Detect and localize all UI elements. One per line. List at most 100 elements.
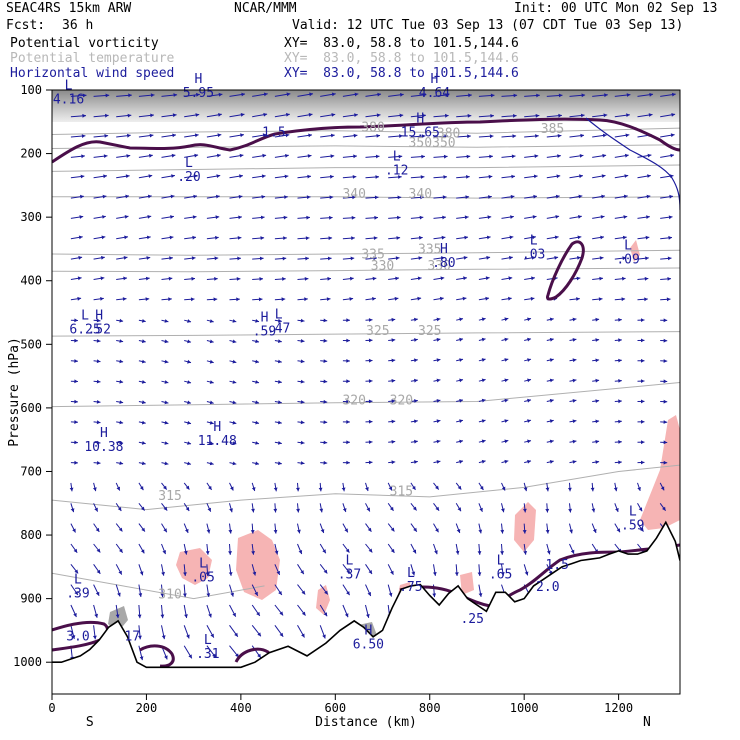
- wind-arrowhead: [170, 194, 175, 199]
- wind-arrowhead: [626, 113, 630, 117]
- wind-arrowhead: [578, 215, 582, 219]
- wind-arrowhead: [254, 591, 258, 596]
- wind-arrowhead: [187, 441, 191, 445]
- pink-blob-5: [460, 572, 474, 595]
- wind-arrowhead: [592, 528, 597, 533]
- wind-arrowhead: [398, 175, 402, 179]
- theta-contour-line: [52, 164, 680, 172]
- wind-arrowhead: [532, 215, 537, 219]
- extremum-type-label: L: [629, 504, 637, 519]
- wind-arrowhead: [124, 235, 128, 240]
- theta-contour-line: [52, 382, 680, 408]
- wind-arrowhead: [346, 399, 350, 404]
- wind-arrowhead: [579, 174, 583, 179]
- wind-arrowhead: [232, 461, 237, 466]
- extremum-type-label: H: [431, 72, 439, 87]
- wind-arrowhead: [141, 420, 146, 425]
- wind-arrowhead: [228, 572, 233, 576]
- wind-arrowhead: [116, 486, 120, 491]
- wind-arrowhead: [279, 632, 284, 637]
- wind-arrowhead: [141, 461, 146, 466]
- theta-label: 320: [390, 394, 413, 409]
- wind-arrowhead: [300, 570, 304, 575]
- wind-arrowhead: [191, 256, 196, 261]
- wind-arrowhead: [191, 276, 195, 281]
- wind-arrowhead: [500, 551, 504, 555]
- wind-arrowhead: [511, 154, 516, 159]
- wind-arrowhead: [504, 358, 509, 362]
- wind-arrowhead: [395, 256, 400, 261]
- wind-arrowhead: [119, 548, 123, 553]
- wind-arrowhead: [188, 654, 192, 659]
- wind-arrowhead: [368, 419, 373, 424]
- wind-arrowhead: [352, 195, 356, 200]
- wind-arrowhead: [441, 256, 445, 260]
- wind-arrowhead: [351, 236, 355, 241]
- wind-arrowhead: [278, 339, 282, 343]
- wind-arrowhead: [504, 317, 509, 322]
- wind-arrowhead: [344, 528, 348, 533]
- wind-arrowhead: [323, 612, 328, 617]
- wind-arrowhead: [501, 486, 506, 491]
- wind-arrowhead: [531, 255, 536, 260]
- wind-arrowhead: [283, 215, 288, 220]
- wind-arrowhead: [216, 194, 220, 199]
- wind-arrowhead: [123, 276, 127, 281]
- wind-arrowhead: [478, 529, 483, 534]
- wind-arrowhead: [213, 297, 218, 302]
- wind-arrowhead: [160, 593, 165, 598]
- wind-arrowhead: [300, 339, 305, 343]
- theta-label: 380: [437, 127, 460, 142]
- wind-arrowhead: [190, 297, 195, 302]
- wind-arrowhead: [308, 112, 313, 117]
- wind-arrowhead: [232, 441, 237, 445]
- wind-arrowhead: [422, 93, 427, 97]
- wind-arrowhead: [667, 256, 672, 261]
- wind-arrowhead: [600, 215, 605, 219]
- wind-arrowhead: [399, 113, 404, 118]
- field-theta-name: Potential temperature: [10, 51, 175, 66]
- theta-label: 325: [418, 324, 441, 339]
- extremum-value-label: .59: [253, 325, 276, 340]
- wind-arrowhead: [459, 358, 463, 362]
- wind-arrowhead: [368, 318, 373, 322]
- extremum-value-label: 17: [124, 630, 140, 645]
- wind-arrowhead: [375, 175, 379, 179]
- wind-arrowhead: [284, 195, 288, 199]
- wind-arrowhead: [615, 508, 619, 512]
- wind-arrowhead: [330, 174, 334, 179]
- wind-arrowhead: [595, 399, 600, 403]
- wind-arrowhead: [549, 337, 554, 342]
- wind-arrowhead: [163, 485, 167, 490]
- wind-arrowhead: [350, 256, 355, 261]
- wind-arrowhead: [163, 528, 167, 533]
- extremum-type-label: L: [407, 566, 415, 581]
- wind-arrowhead: [641, 460, 645, 465]
- plot-frame: [51, 89, 681, 695]
- extremum-value-label: .39: [66, 586, 89, 601]
- wind-arrowhead: [138, 593, 143, 597]
- wind-arrowhead: [187, 339, 191, 344]
- pink-blob-2: [236, 530, 280, 600]
- wind-arrowhead: [214, 256, 219, 261]
- wind-arrowhead: [326, 297, 331, 301]
- wind-arrowhead: [436, 439, 441, 444]
- wind-arrowhead: [194, 153, 199, 158]
- terrain-line: [52, 520, 680, 669]
- wind-arrowhead: [671, 92, 676, 97]
- wind-arrowhead: [572, 419, 577, 424]
- extremum-type-label: H: [213, 420, 221, 435]
- wind-arrowhead: [255, 359, 259, 364]
- wind-arrowhead: [618, 358, 622, 363]
- wind-arrowhead: [168, 297, 172, 302]
- extremum-value-label: .52: [87, 323, 110, 338]
- wind-arrowhead: [216, 174, 221, 178]
- center-name: NCAR/MMM: [234, 1, 297, 16]
- wind-arrowhead: [164, 359, 169, 364]
- wind-arrowhead: [102, 194, 107, 199]
- wind-arrowhead: [183, 550, 188, 555]
- wind-arrowhead: [324, 590, 328, 595]
- wind-arrowhead: [138, 635, 142, 640]
- wind-arrowhead: [173, 93, 178, 97]
- theta-contour-line: [52, 267, 680, 273]
